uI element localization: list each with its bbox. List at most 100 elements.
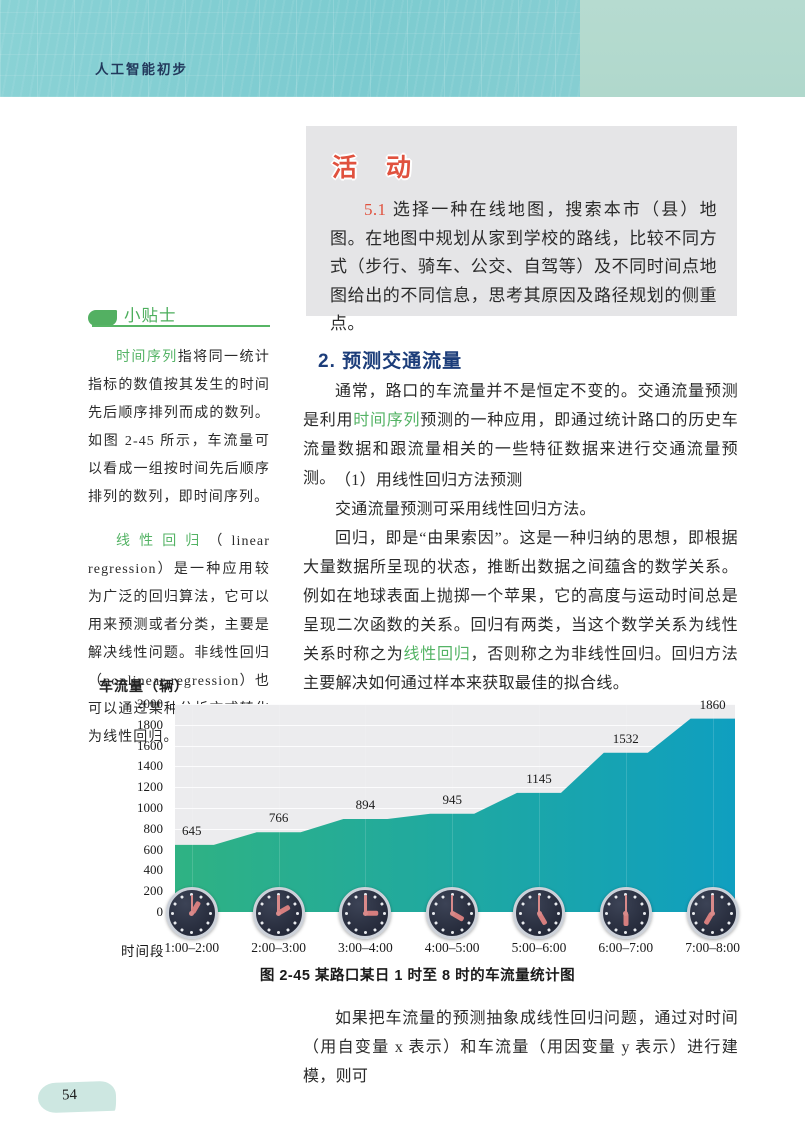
clock-hour-dot [171, 911, 175, 915]
x-category-label: 1:00–2:00 [164, 940, 220, 955]
clock-hour-dot [624, 930, 628, 934]
clock-hour-dot [450, 892, 454, 896]
data-point-label: 945 [442, 791, 462, 807]
clock-hour-dot [711, 892, 715, 896]
data-point-label: 1145 [526, 770, 552, 786]
page-number: 54 [61, 1087, 78, 1104]
clock-icon [513, 887, 565, 939]
clock-hour-dot [726, 920, 732, 925]
text-segment: 线性回归 [403, 646, 471, 663]
clock-hour-dot [553, 901, 558, 906]
clock-minute-hand [624, 895, 628, 913]
clock-hour-dot [450, 930, 454, 934]
grid-vline [278, 704, 280, 912]
clock-hour-dot [643, 911, 647, 915]
clock-hour-dot [726, 901, 732, 906]
clock-icon [339, 887, 392, 939]
book-title: 人工智能初步 [95, 62, 188, 77]
text-segment: 回归，即是“由果索因”。这是一种归纳的思想，即根据大量数据所呈现的状态，推断出数… [303, 530, 738, 663]
chart-plot-area: 2000 1800 1600 1400 1200 1000 800 600 400 200 0 645… [137, 696, 739, 939]
clock-hour-dot [633, 927, 638, 932]
clock-hour-dot [553, 920, 558, 925]
clock-hub [710, 910, 716, 916]
data-point-label: 894 [355, 797, 376, 813]
figure-caption: 图 2-45 某路口某日 1 时至 8 时的车流量统计图 [259, 968, 576, 984]
clock-hour-dot [469, 911, 473, 915]
clock-hour-dot [720, 894, 725, 899]
grid-line [175, 724, 735, 726]
y-tick-label: 1000 [137, 800, 163, 815]
x-category-label: 7:00–8:00 [685, 940, 740, 955]
main-paragraph-3: 如果把车流量的预测抽象成线性回归问题，通过对时间（用自变量 x 表示）和车流量（… [303, 1010, 738, 1085]
clock-hour-dot [353, 927, 358, 932]
clock-hour-dot [344, 911, 348, 915]
tips-sidebar: 小贴士 时间序列指将同一统计指标的数值按其发生的时间先后顺序排列而成的数列。如图… [88, 302, 270, 752]
tips-underline [92, 325, 270, 327]
clock-hour-dot [433, 920, 438, 925]
grid-vline [365, 704, 367, 912]
grid-vline [539, 704, 540, 912]
clock-hour-dot [199, 927, 204, 932]
clock-hour-dot [520, 901, 525, 906]
clock-hour-dot [527, 927, 532, 932]
text-segment: ，否则称之为非线性回归。回归方法主要解决如何通过样本来获取最佳的拟合线。 [303, 646, 738, 692]
grid-line [175, 745, 735, 747]
main-subheading-1: （1）用线性回归方法预测 [335, 472, 523, 489]
clock-hour-dot [624, 892, 628, 896]
clock-hour-dot [190, 930, 194, 934]
clock-hour-dot [372, 894, 377, 899]
clock-hub [362, 910, 368, 916]
main-line-2: 交通流量预测可采用线性回归方法。 [335, 501, 596, 518]
x-category-label: 4:00–5:00 [424, 940, 480, 955]
data-point-label: 1860 [699, 696, 726, 712]
y-tick-label: 1600 [137, 737, 163, 753]
clock-hour-dot [431, 911, 435, 915]
clock-hour-dot [267, 894, 272, 899]
traffic-area-series [175, 718, 735, 912]
clock-hour-dot [614, 927, 619, 932]
text-segment: 时间序列 [353, 412, 421, 429]
y-tick-label: 2000 [137, 696, 163, 711]
clock-hour-dot [701, 894, 706, 899]
clock-icon [686, 887, 739, 939]
clock-hour-dot [694, 901, 699, 906]
clock-hour-dot [633, 894, 638, 899]
header-band: 人工智能初步 [0, 0, 805, 97]
grid-vline [452, 704, 454, 912]
clock-hour-dot [277, 930, 281, 934]
clock-hour-dot [296, 911, 300, 915]
clock-minute-hand [537, 895, 541, 913]
clock-hour-dot [353, 894, 358, 899]
clock-hour-dot [379, 901, 384, 906]
leaf-icon [88, 310, 117, 326]
clock-hub [449, 910, 455, 916]
activity-box: 活 动 5.1 选择一种在线地图，搜索本市（县）地图。在地图中规划从家到学校的路… [306, 126, 737, 333]
y-tick-label: 200 [143, 883, 164, 899]
y-tick-label: 600 [143, 841, 164, 857]
clock-hour-dot [520, 920, 525, 925]
tips-header: 小贴士 [88, 302, 270, 328]
clock-hour-dot [614, 894, 619, 899]
text-segment: 指将同一统计指标的数值按其发生的时间先后顺序排列而成的数列。如图 2-45 所示… [88, 350, 270, 505]
tips-paragraph-time-series: 时间序列指将同一统计指标的数值按其发生的时间先后顺序排列而成的数列。如图 2-4… [88, 344, 270, 512]
clock-minute-hand [711, 895, 714, 913]
clock-hour-dot [537, 892, 541, 896]
clock-minute-hand [364, 895, 367, 913]
text-segment: 选择一种在线地图，搜索本市（县）地图。在地图中规划从家到学校的路线，比较不同方式… [330, 200, 717, 333]
clock-hour-dot [640, 901, 645, 906]
clock-hour-dot [382, 911, 386, 915]
clock-hour-dot [527, 894, 532, 899]
clock-hour-dot [459, 894, 464, 899]
clock-hub [623, 910, 629, 916]
grid-line [175, 704, 735, 705]
clock-icon [599, 887, 652, 939]
activity-body: 5.1 选择一种在线地图，搜索本市（县）地图。在地图中规划从家到学校的路线，比较… [330, 196, 717, 339]
header-side-panel [580, 0, 805, 97]
text-segment: 通常，路口的车流量并不是恒定不变的。交通流量预测是利用 [303, 383, 738, 429]
clock-hour-dot [206, 901, 211, 906]
text-segment: 预测的一种应用，即通过统计路口的历史车流量数据和跟流量相关的一些特征数据来进行交… [303, 412, 739, 487]
clock-hour-dot [346, 901, 351, 906]
x-category-label: 2:00–3:00 [251, 940, 306, 955]
clock-hour-dot [440, 894, 445, 899]
